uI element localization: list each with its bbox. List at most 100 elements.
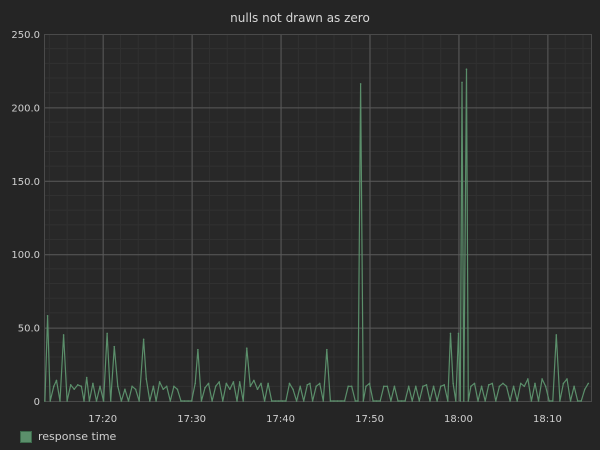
- data-point: [512, 385, 515, 388]
- data-point: [523, 385, 526, 388]
- data-point: [425, 384, 428, 386]
- data-point: [404, 400, 406, 402]
- data-point: [225, 382, 228, 385]
- data-point: [583, 388, 586, 391]
- data-point: [76, 384, 79, 386]
- data-point: [165, 385, 168, 388]
- data-point: [318, 382, 321, 385]
- data-point: [400, 400, 403, 402]
- data-point: [183, 400, 186, 402]
- data-point: [443, 384, 446, 386]
- data-point: [44, 400, 46, 402]
- data-point: [253, 379, 255, 382]
- grid: [44, 34, 591, 402]
- legend[interactable]: response time: [20, 430, 116, 443]
- data-point: [102, 400, 105, 402]
- data-point: [465, 68, 468, 71]
- data-point: [52, 385, 55, 388]
- data-point: [326, 348, 328, 351]
- data-point: [263, 400, 266, 402]
- data-point: [459, 400, 462, 402]
- data-point: [62, 334, 65, 336]
- data-point: [236, 400, 238, 402]
- y-tick-label: 200.0: [11, 103, 40, 114]
- data-point: [555, 334, 558, 336]
- y-tick-label: 150.0: [11, 177, 40, 188]
- data-point: [197, 348, 199, 351]
- data-point: [120, 400, 123, 402]
- x-tick-label: 17:40: [266, 414, 295, 425]
- data-point: [569, 400, 572, 402]
- data-point: [491, 382, 494, 385]
- data-point: [505, 385, 508, 388]
- data-point: [83, 400, 85, 402]
- data-point: [200, 400, 203, 402]
- data-point: [113, 345, 116, 348]
- data-point: [311, 400, 314, 402]
- data-point: [322, 400, 325, 402]
- data-point: [92, 382, 94, 385]
- data-point: [379, 400, 382, 402]
- data-point: [457, 332, 460, 335]
- data-point: [397, 400, 399, 402]
- data-point: [49, 400, 52, 402]
- data-point: [537, 400, 540, 402]
- data-point: [429, 400, 431, 402]
- data-point: [245, 347, 248, 349]
- data-point: [299, 385, 301, 388]
- data-point: [484, 400, 486, 402]
- data-point: [347, 385, 349, 388]
- data-point: [124, 388, 126, 391]
- data-point: [368, 382, 371, 385]
- data-point: [187, 400, 189, 402]
- data-point: [329, 400, 332, 402]
- data-point: [149, 400, 151, 402]
- data-point: [562, 382, 565, 385]
- data-point: [69, 384, 72, 386]
- x-tick-label: 17:50: [355, 414, 384, 425]
- data-point: [221, 400, 224, 402]
- series-layer: [44, 68, 590, 402]
- data-point: [519, 382, 522, 385]
- data-point: [194, 382, 197, 385]
- data-point: [455, 400, 457, 402]
- data-point: [580, 400, 583, 402]
- data-point: [106, 332, 108, 335]
- data-point: [267, 382, 269, 385]
- data-point: [242, 400, 245, 402]
- x-tick-label: 17:30: [177, 414, 206, 425]
- data-point: [516, 400, 518, 402]
- data-point: [548, 400, 550, 402]
- data-point: [238, 381, 241, 383]
- data-point: [73, 388, 76, 391]
- data-point: [256, 388, 259, 391]
- data-point: [487, 384, 490, 386]
- legend-swatch: [20, 430, 32, 443]
- data-point: [46, 315, 49, 317]
- data-point: [576, 400, 579, 402]
- data-point: [587, 382, 590, 385]
- data-point: [306, 384, 309, 386]
- data-point: [414, 385, 417, 388]
- data-point: [463, 400, 465, 402]
- data-point: [127, 400, 130, 402]
- data-point: [281, 400, 284, 402]
- data-point: [502, 382, 504, 385]
- data-point: [270, 400, 273, 402]
- plot-area: [44, 34, 591, 401]
- data-point: [336, 400, 339, 402]
- data-point: [292, 388, 294, 391]
- data-point: [131, 385, 133, 388]
- data-point: [495, 400, 497, 402]
- data-point: [411, 400, 414, 402]
- data-point: [340, 400, 342, 402]
- data-point: [59, 400, 61, 402]
- data-point: [169, 400, 172, 402]
- data-point: [155, 400, 157, 402]
- data-point: [138, 400, 140, 402]
- data-point: [173, 385, 175, 388]
- data-point: [357, 400, 359, 402]
- y-tick-label: 250.0: [11, 30, 40, 41]
- data-point: [375, 400, 378, 402]
